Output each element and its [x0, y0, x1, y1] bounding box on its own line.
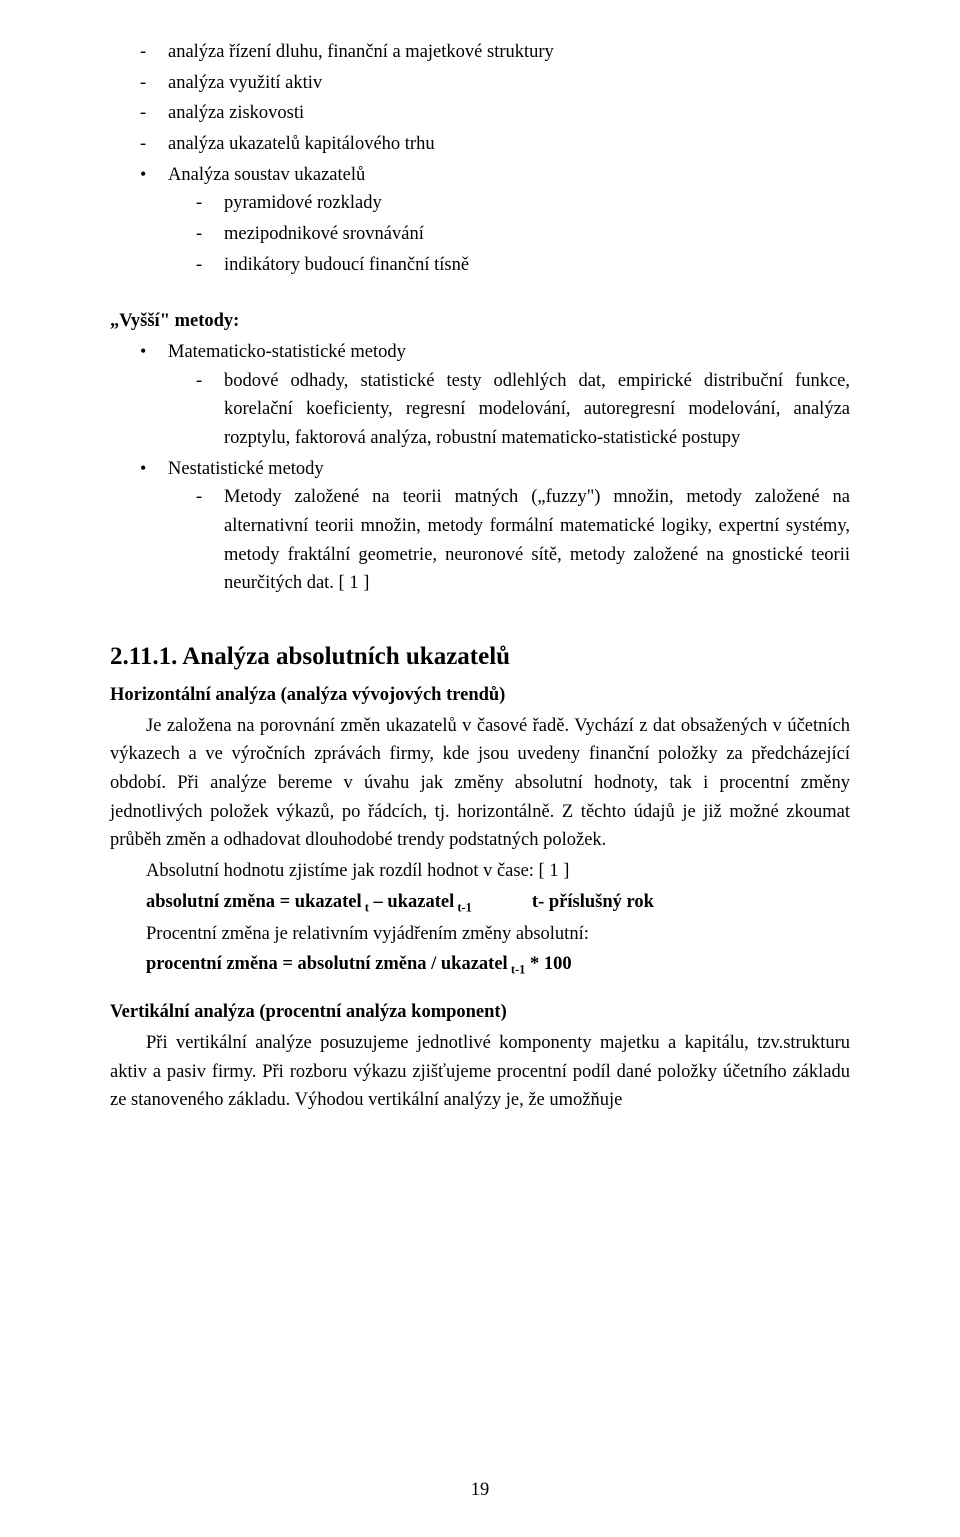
top-dash-list: analýza řízení dluhu, finanční a majetko… [110, 38, 850, 159]
list-text: pyramidové rozklady [224, 193, 382, 213]
sub-dash-list: pyramidové rozklady mezipodnikové srovná… [168, 189, 850, 279]
sub-dash-list: bodové odhady, statistické testy odlehlý… [168, 367, 850, 453]
formula-text: – ukazatel [369, 892, 454, 912]
bullet-text: Nestatistické metody [168, 459, 324, 479]
list-item: bodové odhady, statistické testy odlehlý… [196, 367, 850, 453]
page-content: analýza řízení dluhu, finanční a majetko… [110, 38, 850, 1115]
formula-absolute: absolutní změna = ukazatel t – ukazatel … [146, 888, 850, 918]
paragraph: Je založena na porovnání změn ukazatelů … [110, 712, 850, 855]
list-text: indikátory budoucí finanční tísně [224, 255, 469, 275]
spacer [110, 281, 850, 307]
list-item: Metody založené na teorii matných („fuzz… [196, 483, 850, 598]
formula-text: absolutní změna = ukazatel [146, 892, 362, 912]
formula-sub: t-1 [454, 900, 472, 914]
list-item: analýza ukazatelů kapitálového trhu [140, 130, 850, 159]
paragraph: Procentní změna je relativním vyjádřením… [110, 920, 850, 949]
section-heading: 2.11.1. Analýza absolutních ukazatelů [110, 638, 850, 677]
list-item: indikátory budoucí finanční tísně [196, 251, 850, 280]
formula-note: t- příslušný rok [532, 892, 654, 912]
bullet-item: Matematicko-statistické metody bodové od… [140, 338, 850, 453]
formula-text: * 100 [525, 954, 571, 974]
formula-sub: t [362, 900, 369, 914]
list-text: analýza ziskovosti [168, 103, 304, 123]
paragraph: Při vertikální analýze posuzujeme jednot… [110, 1029, 850, 1115]
page-number: 19 [0, 1480, 960, 1501]
sub-dash-list: Metody založené na teorii matných („fuzz… [168, 483, 850, 598]
list-item: analýza ziskovosti [140, 99, 850, 128]
document-page: analýza řízení dluhu, finanční a majetko… [0, 0, 960, 1537]
formula-sub: t-1 [508, 963, 526, 977]
list-text: bodové odhady, statistické testy odlehlý… [224, 371, 850, 448]
list-text: analýza ukazatelů kapitálového trhu [168, 134, 435, 154]
list-text: mezipodnikové srovnávání [224, 224, 424, 244]
vyssi-bullet-list: Matematicko-statistické metody bodové od… [110, 338, 850, 598]
top-bullet-list: Analýza soustav ukazatelů pyramidové roz… [110, 161, 850, 280]
subheading-horizontal: Horizontální analýza (analýza vývojových… [110, 681, 850, 710]
formula-percent: procentní změna = absolutní změna / ukaz… [146, 950, 850, 980]
list-item: analýza využití aktiv [140, 69, 850, 98]
vyssi-heading: „Vyšší" metody: [110, 307, 850, 336]
bullet-text: Matematicko-statistické metody [168, 342, 406, 362]
bullet-item: Nestatistické metody Metody založené na … [140, 455, 850, 598]
list-text: analýza využití aktiv [168, 73, 322, 93]
paragraph: Absolutní hodnotu zjistíme jak rozdíl ho… [110, 857, 850, 886]
bullet-text: Analýza soustav ukazatelů [168, 165, 365, 185]
subheading-vertical: Vertikální analýza (procentní analýza ko… [110, 998, 850, 1027]
list-item: mezipodnikové srovnávání [196, 220, 850, 249]
formula-text: procentní změna = absolutní změna / ukaz… [146, 954, 508, 974]
bullet-item: Analýza soustav ukazatelů pyramidové roz… [140, 161, 850, 280]
list-item: pyramidové rozklady [196, 189, 850, 218]
list-text: analýza řízení dluhu, finanční a majetko… [168, 42, 554, 62]
list-item: analýza řízení dluhu, finanční a majetko… [140, 38, 850, 67]
list-text: Metody založené na teorii matných („fuzz… [224, 487, 850, 593]
